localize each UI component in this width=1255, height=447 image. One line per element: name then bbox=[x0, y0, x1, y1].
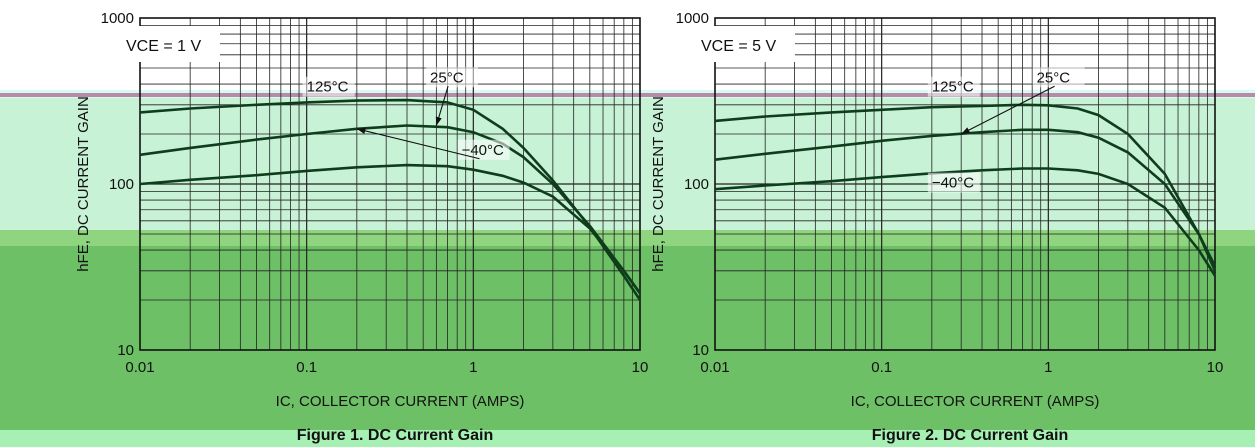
annotation-label-1: 25°C bbox=[430, 69, 464, 86]
annotation-label-2: 125°C bbox=[932, 79, 974, 96]
figure-caption: Figure 1. DC Current Gain bbox=[297, 427, 493, 444]
annotation-label-2: 125°C bbox=[307, 79, 349, 96]
x-tick-label: 1 bbox=[1044, 359, 1052, 376]
x-tick-label: 10 bbox=[632, 359, 649, 376]
x-tick-label: 0.01 bbox=[700, 359, 729, 376]
y-tick-label: 100 bbox=[109, 176, 134, 193]
annotation-arrow-line bbox=[356, 128, 480, 160]
annotation-label-bg bbox=[457, 139, 510, 160]
condition-label-box bbox=[683, 26, 795, 62]
series-line-2 bbox=[139, 124, 642, 294]
annotation-label-bg bbox=[1032, 67, 1085, 88]
y-tick-label: 10 bbox=[117, 342, 134, 359]
annotation-arrow-line bbox=[960, 85, 1055, 135]
annotation-label-3: −40°C bbox=[462, 142, 504, 159]
y-tick-label: 100 bbox=[684, 176, 709, 193]
y-axis-label: hFE, DC CURRENT GAIN bbox=[650, 96, 667, 272]
annotation-label-bg bbox=[927, 76, 980, 97]
annotation-arrow-head bbox=[435, 116, 442, 126]
figure-caption: Figure 2. DC Current Gain bbox=[872, 427, 1068, 444]
color-band-pale-green bbox=[0, 98, 1255, 230]
annotation-label-bg bbox=[927, 172, 980, 193]
x-axis-label: IC, COLLECTOR CURRENT (AMPS) bbox=[851, 393, 1100, 410]
condition-label: VCE = 5 V bbox=[701, 38, 776, 55]
series-line-3 bbox=[139, 163, 642, 294]
color-band-magenta-stripe bbox=[0, 93, 1255, 97]
x-tick-label: 0.1 bbox=[871, 359, 892, 376]
annotation-label-1: 25°C bbox=[1037, 69, 1071, 86]
x-axis-label: IC, COLLECTOR CURRENT (AMPS) bbox=[276, 393, 525, 410]
y-tick-label: 1000 bbox=[676, 10, 709, 27]
plot-frame bbox=[714, 17, 1216, 351]
x-tick-label: 1 bbox=[469, 359, 477, 376]
annotation-arrow-head bbox=[356, 127, 366, 134]
chart-panel-2: VCE = 5 V 25°C 125°C −40°C 0.01 0.1 1 10 10 100 10… bbox=[650, 10, 1223, 444]
series-line-1 bbox=[714, 103, 1217, 272]
series-line-2 bbox=[714, 128, 1217, 267]
annotation-label-bg bbox=[302, 76, 355, 97]
annotation-label-3: −40°C bbox=[932, 175, 974, 192]
y-tick-label: 1000 bbox=[101, 10, 134, 27]
series-line-3 bbox=[714, 167, 1217, 277]
y-axis-label: hFE, DC CURRENT GAIN bbox=[75, 96, 92, 272]
condition-label-box bbox=[108, 26, 220, 62]
x-tick-label: 0.01 bbox=[125, 359, 154, 376]
chart-panel-1: VCE = 1 V 25°C 125°C −40°C 0.01 0.1 1 10 10 100 10… bbox=[75, 10, 648, 444]
color-band-green bbox=[0, 230, 1255, 430]
y-tick-label: 10 bbox=[692, 342, 709, 359]
x-tick-label: 0.1 bbox=[296, 359, 317, 376]
color-band-mint bbox=[0, 430, 1255, 447]
annotation-arrow-head bbox=[961, 127, 971, 135]
x-tick-label: 10 bbox=[1207, 359, 1224, 376]
annotation-label-bg bbox=[426, 67, 479, 88]
condition-label: VCE = 1 V bbox=[126, 38, 201, 55]
